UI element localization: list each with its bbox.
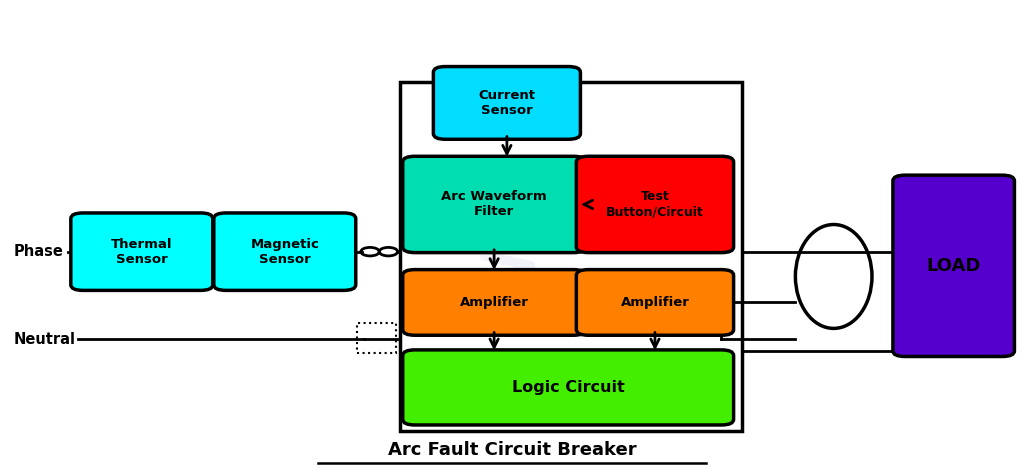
Text: Logic Circuit: Logic Circuit xyxy=(512,380,625,395)
FancyBboxPatch shape xyxy=(433,66,581,139)
Text: Phase: Phase xyxy=(13,244,63,259)
Text: Arc Waveform
Filter: Arc Waveform Filter xyxy=(441,190,547,219)
FancyBboxPatch shape xyxy=(402,270,586,335)
FancyBboxPatch shape xyxy=(577,156,733,253)
FancyBboxPatch shape xyxy=(214,213,355,290)
Bar xyxy=(399,82,741,431)
Text: ⚡: ⚡ xyxy=(458,208,556,343)
Text: Current
Sensor: Current Sensor xyxy=(478,89,536,117)
Text: Arc Fault Circuit Breaker: Arc Fault Circuit Breaker xyxy=(388,441,636,459)
Text: Thermal
Sensor: Thermal Sensor xyxy=(111,238,173,266)
FancyBboxPatch shape xyxy=(577,270,733,335)
FancyBboxPatch shape xyxy=(893,175,1015,357)
FancyBboxPatch shape xyxy=(402,350,733,425)
Bar xyxy=(356,323,395,353)
Text: LOAD: LOAD xyxy=(927,257,981,275)
FancyBboxPatch shape xyxy=(71,213,213,290)
Text: Amplifier: Amplifier xyxy=(621,296,689,309)
Text: Test
Button/Circuit: Test Button/Circuit xyxy=(606,190,703,219)
FancyBboxPatch shape xyxy=(402,156,586,253)
Text: Amplifier: Amplifier xyxy=(460,296,528,309)
Text: Magnetic
Sensor: Magnetic Sensor xyxy=(250,238,319,266)
Text: Neutral: Neutral xyxy=(13,332,76,347)
